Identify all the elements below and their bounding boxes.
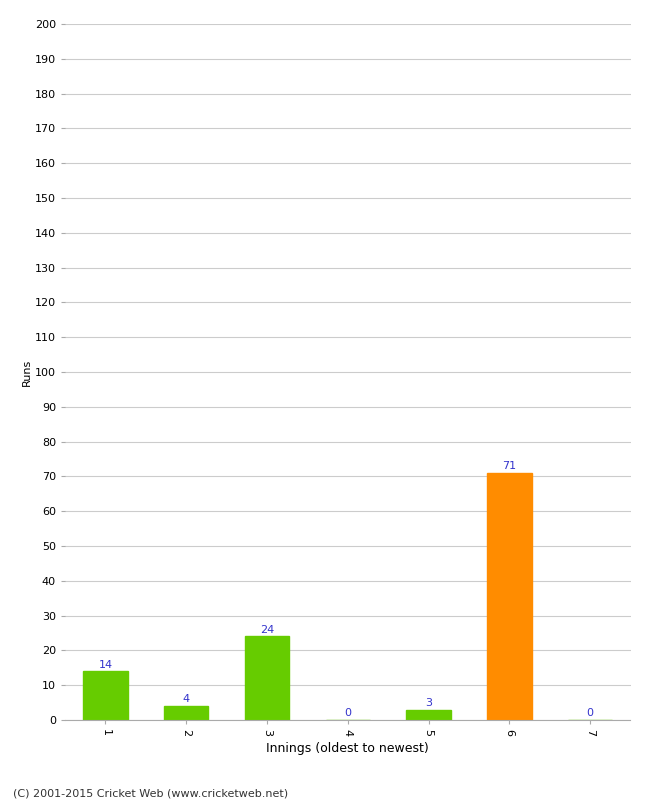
Bar	[83, 671, 127, 720]
Y-axis label: Runs: Runs	[22, 358, 32, 386]
Text: 71: 71	[502, 461, 516, 471]
Bar	[164, 706, 209, 720]
Bar	[487, 473, 532, 720]
Text: 0: 0	[344, 708, 351, 718]
X-axis label: Innings (oldest to newest): Innings (oldest to newest)	[266, 742, 429, 754]
Bar	[406, 710, 450, 720]
Text: (C) 2001-2015 Cricket Web (www.cricketweb.net): (C) 2001-2015 Cricket Web (www.cricketwe…	[13, 788, 288, 798]
Text: 14: 14	[98, 659, 112, 670]
Text: 0: 0	[586, 708, 593, 718]
Bar	[245, 637, 289, 720]
Text: 3: 3	[425, 698, 432, 708]
Text: 24: 24	[260, 625, 274, 634]
Text: 4: 4	[183, 694, 190, 704]
